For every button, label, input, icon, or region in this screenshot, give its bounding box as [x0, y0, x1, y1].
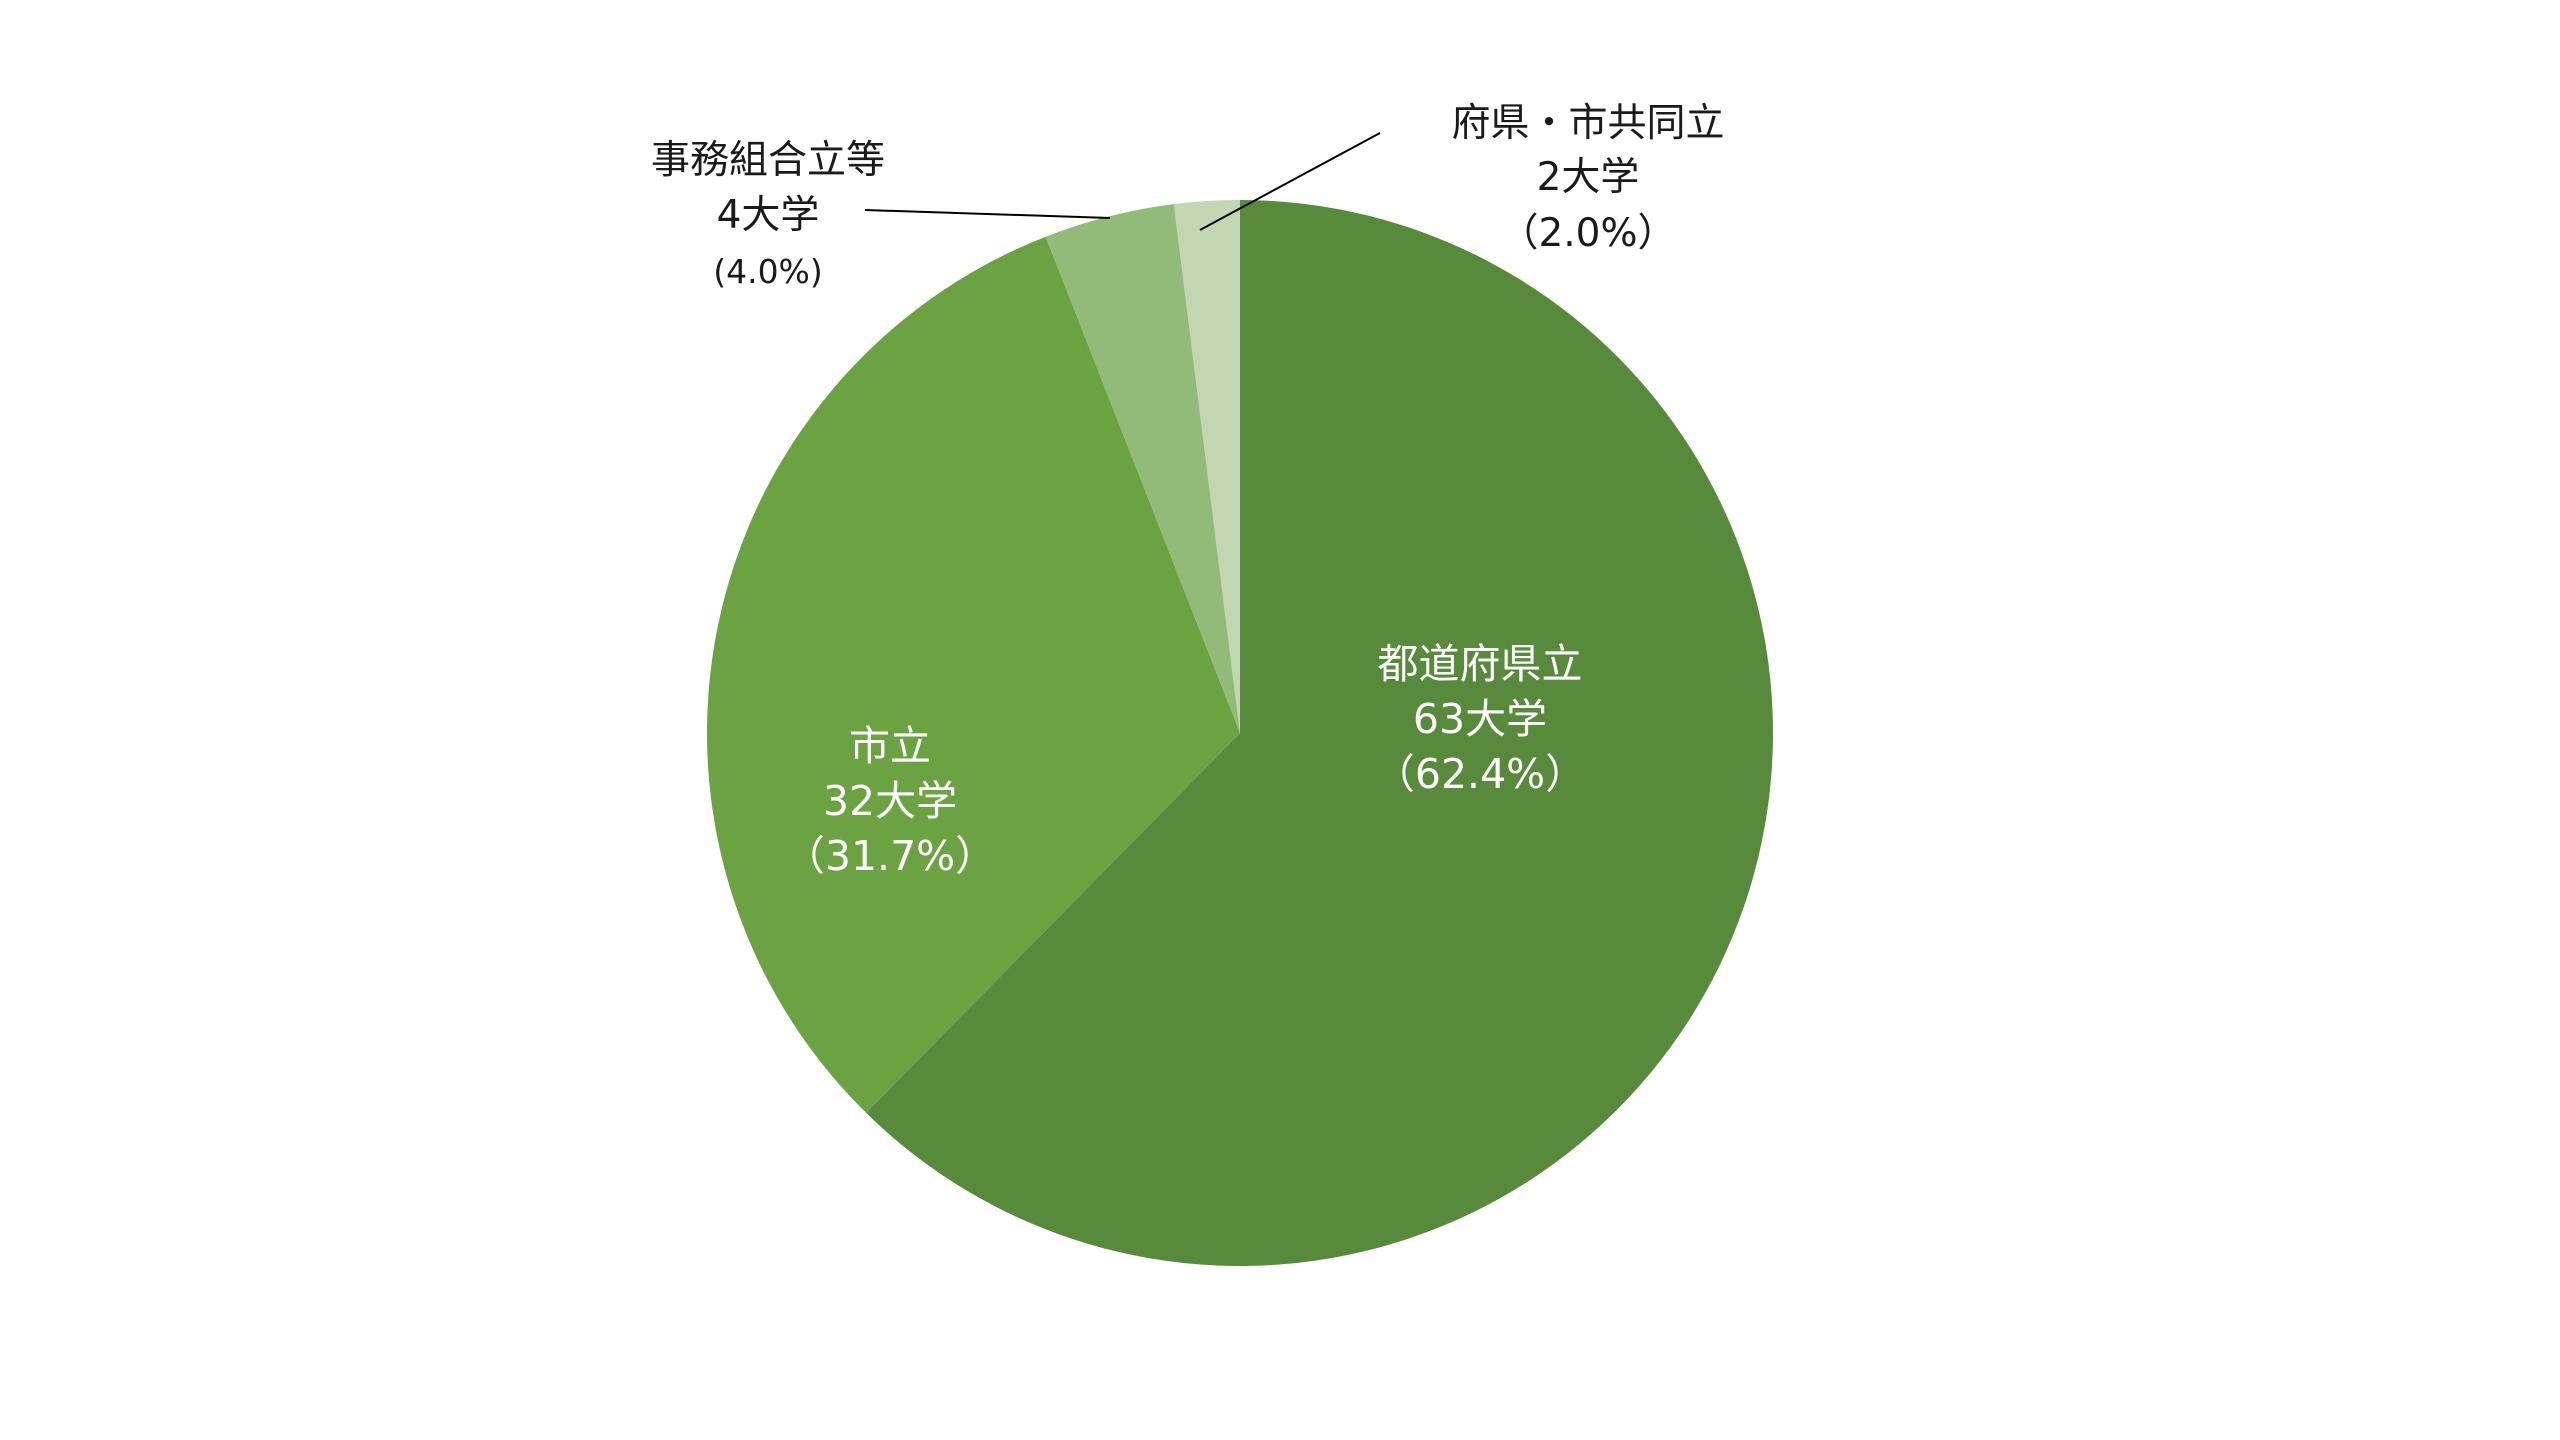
slice-label-category-jimukumiai: 事務組合立等	[651, 138, 885, 183]
pie-slice-todofukenritsu	[866, 200, 1773, 1266]
slice-label-count-todofukenritsu: 63大学	[1413, 695, 1547, 743]
slice-label-percent-todofukenritsu: （62.4%）	[1374, 750, 1586, 798]
slice-label-category-todofukenritsu: 都道府県立	[1378, 640, 1583, 688]
leader-line-jimu	[864, 209, 1111, 219]
slice-label-count-shiritsu: 32大学	[823, 777, 957, 825]
slice-label-percent-shiritsu: （31.7%）	[784, 832, 996, 880]
slice-label-category-shiritsu: 市立	[849, 722, 931, 770]
pie-slice-shiritsu	[706, 236, 1240, 1113]
leader-line-fuken	[1199, 132, 1381, 231]
pie-slice-fukenshikyodo	[1173, 200, 1240, 733]
slice-label-category-fukenshikyodo: 府県・市共同立	[1451, 101, 1724, 146]
slice-label-count-fukenshikyodo: 2大学	[1537, 155, 1640, 200]
pie-slices	[706, 200, 1773, 1266]
slice-label-percent-fukenshikyodo: （2.0%）	[1499, 211, 1676, 256]
slice-label-percent-jimukumiai: (4.0%)	[713, 252, 823, 291]
pie-slice-jimukumiai	[1045, 204, 1240, 733]
slice-label-count-jimukumiai: 4大学	[717, 193, 820, 238]
